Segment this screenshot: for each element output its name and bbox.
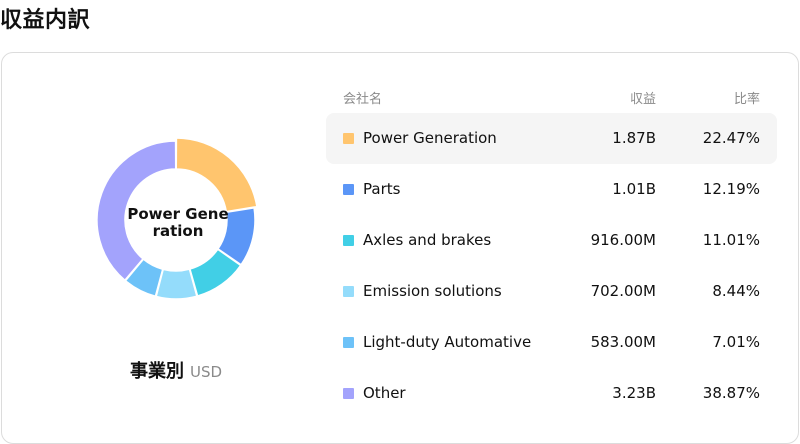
legend-swatch — [343, 184, 354, 195]
donut-center-label: Power Generation — [127, 205, 229, 240]
table-row[interactable]: Axles and brakes 916.00M 11.01% — [326, 215, 777, 266]
legend-swatch — [343, 337, 354, 348]
row-ratio: 38.87% — [702, 384, 760, 402]
currency-label: USD — [189, 363, 223, 381]
row-name: Other — [363, 384, 406, 402]
row-ratio: 8.44% — [712, 282, 760, 300]
donut-slice-other[interactable] — [96, 140, 177, 282]
revenue-breakdown-card: Power Generation 事業別 USD 会社名 収益 比率 Power … — [1, 52, 799, 444]
row-revenue: 3.23B — [612, 384, 656, 402]
chart-caption: 事業別 USD — [2, 357, 350, 383]
legend-swatch — [343, 133, 354, 144]
donut-slice-parts[interactable] — [216, 207, 256, 266]
donut-slice-emission-solutions[interactable] — [155, 268, 198, 300]
row-ratio: 12.19% — [702, 180, 760, 198]
row-revenue: 583.00M — [590, 333, 656, 351]
table-row[interactable]: Power Generation 1.87B 22.47% — [326, 113, 777, 164]
row-ratio: 22.47% — [702, 129, 760, 147]
legend-swatch — [343, 286, 354, 297]
legend-swatch — [343, 388, 354, 399]
segment-label: 事業別 — [129, 361, 184, 382]
legend-swatch — [343, 235, 354, 246]
page-title: 収益内訳 — [0, 8, 91, 33]
donut-chart-svg — [96, 137, 258, 300]
table-row[interactable]: Emission solutions 702.00M 8.44% — [326, 266, 777, 317]
row-name: Emission solutions — [363, 282, 502, 300]
row-name: Light-duty Automative — [363, 333, 532, 351]
row-ratio: 7.01% — [712, 333, 760, 351]
row-name: Power Generation — [363, 129, 497, 147]
table-row[interactable]: Other 3.23B 38.87% — [326, 368, 777, 419]
row-revenue: 916.00M — [590, 231, 656, 249]
header-company-name: 会社名 — [343, 92, 383, 107]
donut-slice-axles-and-brakes[interactable] — [189, 248, 242, 297]
table-row[interactable]: Parts 1.01B 12.19% — [326, 164, 777, 215]
row-revenue: 702.00M — [590, 282, 656, 300]
table-row[interactable]: Light-duty Automative 583.00M 7.01% — [326, 317, 777, 368]
row-ratio: 11.01% — [702, 231, 760, 249]
table-header: 会社名 収益 比率 — [326, 83, 777, 113]
donut-slice-power-generation[interactable] — [175, 137, 258, 213]
header-ratio: 比率 — [733, 92, 760, 107]
row-revenue: 1.01B — [612, 180, 656, 198]
donut-chart: Power Generation — [96, 134, 260, 304]
row-revenue: 1.87B — [612, 129, 656, 147]
revenue-table: 会社名 収益 比率 Power Generation 1.87B 22.47% … — [326, 83, 777, 419]
row-name: Axles and brakes — [363, 231, 492, 249]
row-name: Parts — [363, 180, 401, 198]
header-revenue: 収益 — [629, 92, 656, 107]
